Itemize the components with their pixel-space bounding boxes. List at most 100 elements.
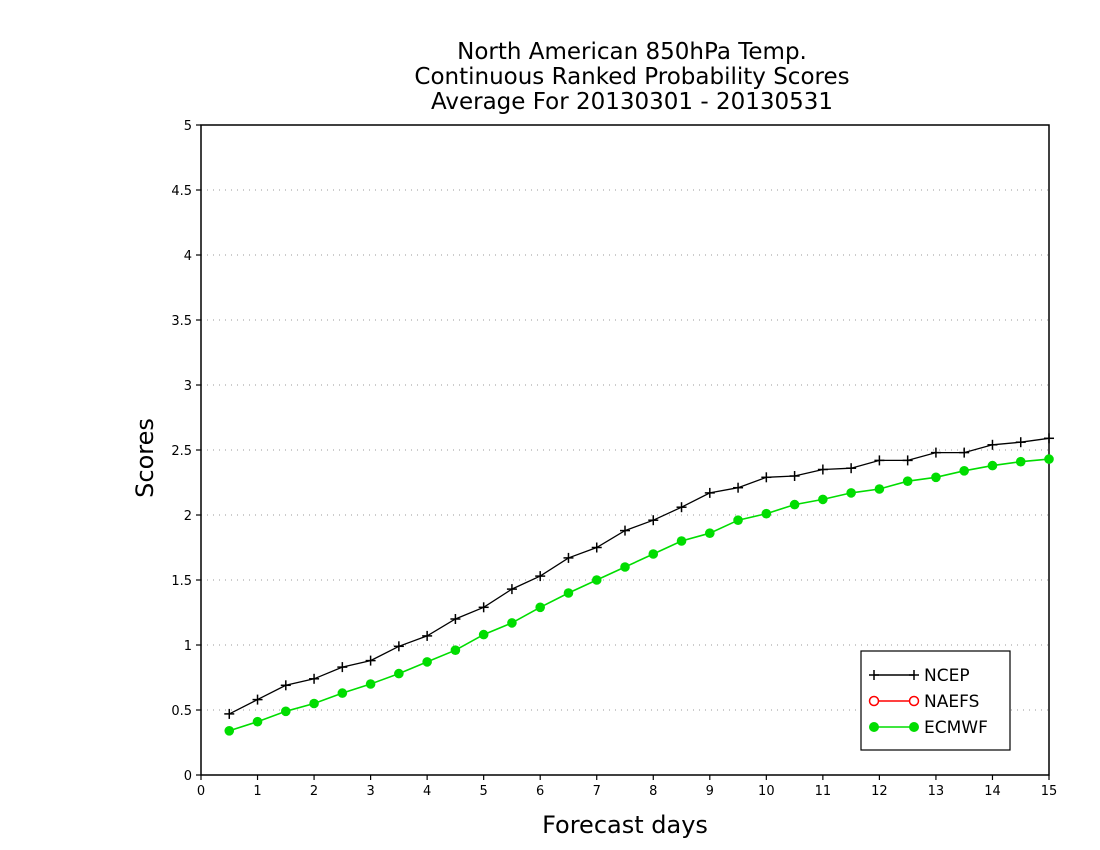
data-point-ncep bbox=[733, 482, 744, 493]
x-tick-label: 1 bbox=[253, 784, 261, 799]
data-point-ncep bbox=[309, 673, 320, 684]
data-point-ecmwf bbox=[676, 536, 687, 546]
y-axis-ticks: 0 0.5 1 1.5 2 2.5 3 3.5 4 4.5 5 bbox=[171, 119, 201, 784]
data-point-ncep bbox=[874, 455, 885, 466]
data-point-ecmwf bbox=[563, 588, 574, 598]
x-axis-label: Forecast days bbox=[542, 811, 708, 839]
data-point-ncep bbox=[365, 655, 376, 666]
data-point-ecmwf bbox=[394, 668, 404, 679]
y-tick-label: 0.5 bbox=[171, 704, 192, 719]
chart-title-line: Average For 20130301 - 20130531 bbox=[431, 89, 833, 115]
y-tick-label: 0 bbox=[184, 769, 192, 784]
y-tick-label: 4.5 bbox=[171, 184, 192, 199]
data-point-ncep bbox=[846, 463, 857, 474]
data-point-ecmwf bbox=[733, 515, 743, 525]
data-point-ncep bbox=[902, 455, 913, 466]
legend-entry-naefs: NAEFS bbox=[868, 692, 979, 712]
data-point-ncep bbox=[280, 680, 291, 691]
data-point-ecmwf bbox=[591, 575, 602, 585]
y-tick-label: 2 bbox=[184, 509, 192, 524]
data-point-ncep bbox=[563, 552, 574, 563]
y-tick-label: 1.5 bbox=[171, 574, 192, 589]
legend-marker bbox=[869, 722, 879, 732]
legend-label: ECMWF bbox=[924, 718, 988, 738]
y-tick-label: 3 bbox=[184, 379, 192, 394]
x-tick-label: 14 bbox=[984, 784, 1001, 799]
grid-lines bbox=[201, 189, 1049, 711]
data-point-ecmwf bbox=[224, 726, 235, 736]
data-point-ncep bbox=[761, 472, 772, 483]
data-point-ncep bbox=[620, 525, 630, 536]
legend-marker bbox=[868, 695, 880, 707]
data-point-ecmwf bbox=[507, 618, 517, 628]
data-point-ecmwf bbox=[1044, 454, 1054, 464]
data-point-ncep bbox=[930, 447, 941, 458]
data-point-ncep bbox=[1015, 437, 1026, 448]
data-point-ecmwf bbox=[281, 706, 291, 717]
x-tick-label: 2 bbox=[310, 784, 318, 799]
legend-marker bbox=[908, 695, 920, 707]
series-line-ncep bbox=[229, 437, 1050, 715]
y-tick-label: 5 bbox=[184, 119, 192, 134]
legend-entry-ecmwf: ECMWF bbox=[869, 718, 988, 738]
data-point-ecmwf bbox=[874, 484, 885, 494]
data-point-ncep bbox=[789, 471, 800, 481]
x-tick-label: 4 bbox=[423, 784, 431, 799]
data-point-ecmwf bbox=[648, 549, 659, 559]
data-point-ecmwf bbox=[422, 657, 432, 667]
x-tick-label: 7 bbox=[593, 784, 601, 799]
data-point-ecmwf bbox=[620, 562, 630, 572]
y-tick-label: 2.5 bbox=[171, 444, 192, 459]
x-tick-label: 5 bbox=[480, 784, 488, 799]
chart-title: North American 850hPa Temp.Continuous Ra… bbox=[414, 39, 849, 115]
chart-title-line: North American 850hPa Temp. bbox=[457, 39, 807, 65]
x-tick-label: 6 bbox=[536, 784, 544, 799]
data-point-ecmwf bbox=[705, 528, 715, 538]
legend-marker bbox=[909, 722, 919, 732]
data-point-ecmwf bbox=[789, 499, 800, 510]
y-tick-label: 4 bbox=[184, 249, 192, 264]
data-point-ecmwf bbox=[846, 488, 856, 498]
data-point-ecmwf bbox=[1015, 456, 1026, 467]
data-point-ncep bbox=[252, 694, 263, 705]
data-point-ecmwf bbox=[309, 698, 319, 709]
data-point-ncep bbox=[535, 571, 546, 582]
x-axis-ticks: 0 1 2 3 4 5 6 7 8 9 10 11 12 13 14 15 bbox=[197, 775, 1057, 799]
legend-label: NAEFS bbox=[924, 692, 979, 712]
legend-entry-ncep: NCEP bbox=[869, 666, 970, 686]
data-point-ecmwf bbox=[252, 716, 263, 727]
data-point-ecmwf bbox=[987, 460, 998, 471]
data-point-ecmwf bbox=[337, 688, 348, 698]
x-tick-label: 15 bbox=[1041, 784, 1058, 799]
data-point-ecmwf bbox=[902, 476, 913, 487]
data-point-ncep bbox=[704, 487, 715, 498]
data-point-ecmwf bbox=[931, 472, 941, 483]
legend-label: NCEP bbox=[924, 666, 970, 686]
data-point-ncep bbox=[393, 641, 404, 652]
data-point-ncep bbox=[959, 447, 970, 458]
data-point-ncep bbox=[337, 662, 348, 673]
x-tick-label: 0 bbox=[197, 784, 205, 799]
y-tick-label: 1 bbox=[184, 639, 192, 654]
data-point-ncep bbox=[478, 602, 489, 613]
chart-title-line: Continuous Ranked Probability Scores bbox=[414, 64, 849, 90]
x-tick-label: 13 bbox=[928, 784, 945, 799]
data-point-ncep bbox=[450, 614, 461, 624]
data-point-ecmwf bbox=[818, 494, 828, 505]
data-point-ncep bbox=[987, 439, 998, 450]
x-tick-label: 10 bbox=[758, 784, 775, 799]
data-point-ecmwf bbox=[761, 508, 772, 519]
x-tick-label: 8 bbox=[649, 784, 657, 799]
data-point-ecmwf bbox=[478, 629, 489, 640]
data-point-ncep bbox=[591, 542, 602, 553]
x-tick-label: 9 bbox=[706, 784, 714, 799]
data-point-ncep bbox=[224, 708, 235, 719]
x-tick-label: 11 bbox=[815, 784, 832, 799]
legend: NCEP NAEFS ECMWF bbox=[860, 650, 1011, 751]
data-point-ncep bbox=[676, 502, 687, 513]
data-point-ecmwf bbox=[535, 602, 545, 613]
data-point-ncep bbox=[422, 630, 433, 641]
data-point-ncep bbox=[1044, 433, 1054, 444]
data-point-ncep bbox=[506, 584, 517, 595]
